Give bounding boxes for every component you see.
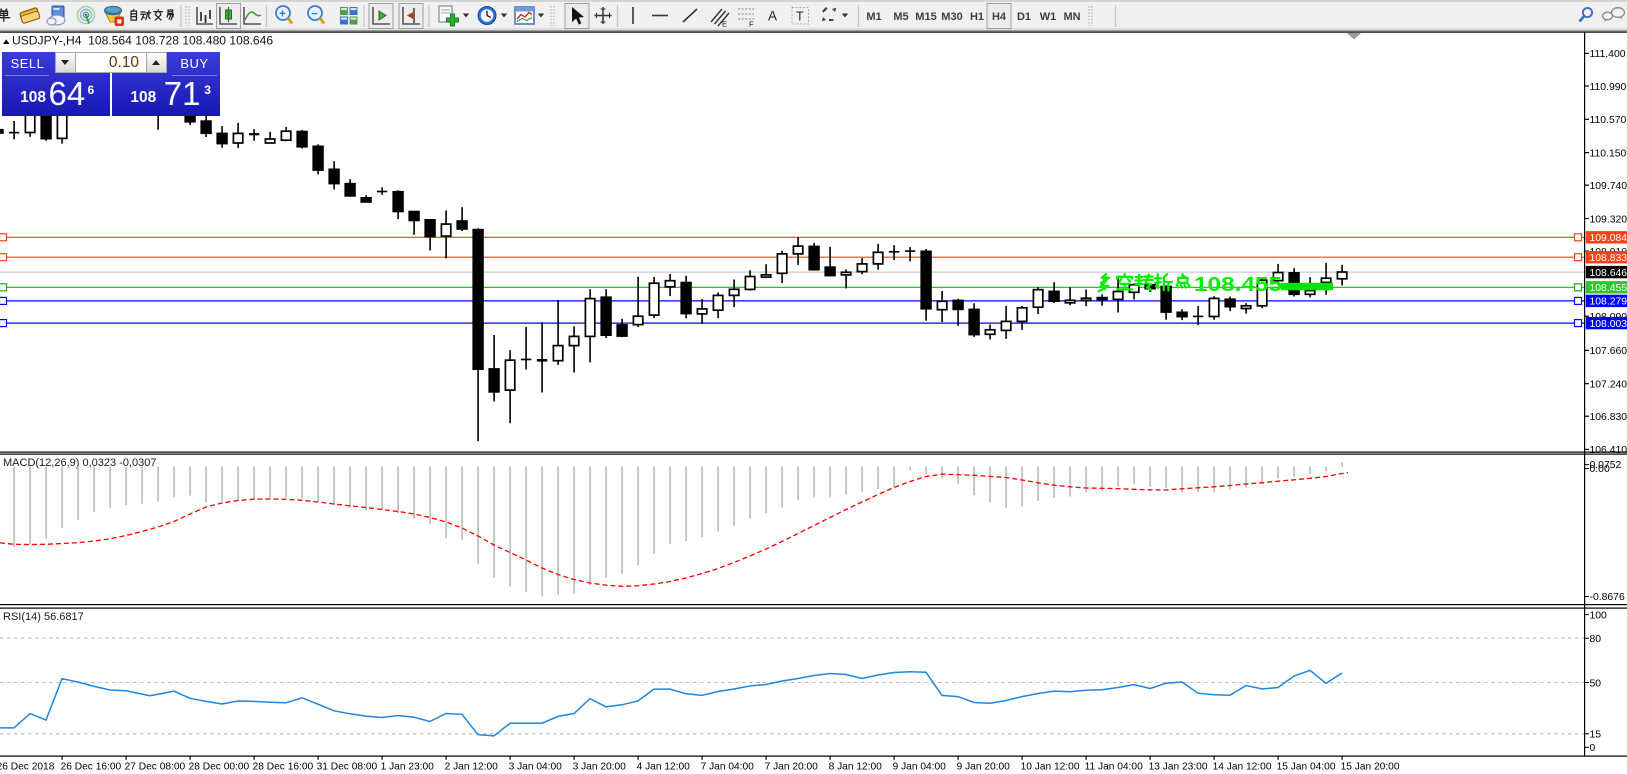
svg-text:80: 80 (1590, 634, 1602, 645)
svg-text:50: 50 (1590, 678, 1602, 689)
svg-text:28 Dec 00:00: 28 Dec 00:00 (189, 761, 250, 772)
svg-text:H1: H1 (970, 11, 984, 23)
svg-text:F: F (749, 20, 754, 29)
svg-text:8 Jan 12:00: 8 Jan 12:00 (829, 761, 883, 772)
svg-text:USDJPY-,H4 108.564 108.728 10: USDJPY-,H4 108.564 108.728 108.480 108.6… (12, 33, 273, 47)
svg-text:7 Jan 20:00: 7 Jan 20:00 (765, 761, 819, 772)
svg-text:M5: M5 (893, 11, 908, 23)
svg-text:1 Jan 23:00: 1 Jan 23:00 (381, 761, 435, 772)
svg-text:27 Dec 08:00: 27 Dec 08:00 (125, 761, 186, 772)
svg-text:RSI(14) 56.6817: RSI(14) 56.6817 (3, 611, 84, 623)
svg-text:W1: W1 (1040, 11, 1057, 23)
svg-text:0.00: 0.00 (1590, 464, 1610, 475)
svg-text:109.320: 109.320 (1590, 214, 1627, 225)
svg-text:13 Jan 23:00: 13 Jan 23:00 (1149, 761, 1208, 772)
svg-text:108.455: 108.455 (1194, 273, 1282, 296)
svg-text:11 Jan 04:00: 11 Jan 04:00 (1085, 761, 1143, 772)
svg-text:107.660: 107.660 (1590, 346, 1627, 357)
svg-text:M1: M1 (866, 11, 881, 23)
svg-text:110.990: 110.990 (1590, 82, 1627, 93)
svg-text:15 Jan 20:00: 15 Jan 20:00 (1341, 761, 1400, 772)
svg-text:+: + (279, 6, 286, 20)
svg-text:108.833: 108.833 (1590, 253, 1627, 264)
svg-text:26 Dec 2018: 26 Dec 2018 (0, 761, 55, 772)
svg-text:109.084: 109.084 (1590, 233, 1627, 244)
svg-text:111.400: 111.400 (1590, 49, 1626, 60)
svg-text:14 Jan 12:00: 14 Jan 12:00 (1213, 761, 1272, 772)
svg-text:M30: M30 (941, 11, 962, 23)
svg-text:MN: MN (1063, 11, 1080, 23)
svg-text:0.0752: 0.0752 (1590, 460, 1622, 471)
svg-text:T: T (796, 10, 804, 24)
svg-text:D1: D1 (1017, 11, 1031, 23)
svg-text:108.646: 108.646 (1590, 268, 1627, 279)
svg-text:108.279: 108.279 (1590, 297, 1627, 308)
svg-text:100: 100 (1590, 610, 1608, 621)
svg-text:26 Dec 16:00: 26 Dec 16:00 (61, 761, 122, 772)
svg-text:109.740: 109.740 (1590, 181, 1627, 192)
svg-text:110.570: 110.570 (1590, 115, 1627, 126)
svg-text:−: − (311, 6, 318, 20)
svg-text:M15: M15 (915, 11, 936, 23)
svg-text:31 Dec 08:00: 31 Dec 08:00 (317, 761, 378, 772)
svg-text:7 Jan 04:00: 7 Jan 04:00 (701, 761, 755, 772)
svg-text:3 Jan 20:00: 3 Jan 20:00 (573, 761, 627, 772)
svg-text:108.455: 108.455 (1590, 283, 1627, 294)
svg-text:107.240: 107.240 (1590, 380, 1627, 391)
svg-text:E: E (722, 20, 727, 29)
svg-text:15: 15 (1590, 730, 1602, 741)
svg-text:106.410: 106.410 (1590, 445, 1627, 456)
svg-text:9 Jan 20:00: 9 Jan 20:00 (957, 761, 1011, 772)
svg-text:106.830: 106.830 (1590, 412, 1627, 423)
svg-text:10 Jan 12:00: 10 Jan 12:00 (1021, 761, 1080, 772)
svg-text:108.003: 108.003 (1590, 319, 1627, 330)
svg-text:A: A (768, 9, 777, 24)
svg-text:4 Jan 12:00: 4 Jan 12:00 (637, 761, 691, 772)
svg-text:H4: H4 (992, 11, 1007, 23)
svg-text:2 Jan 12:00: 2 Jan 12:00 (445, 761, 499, 772)
svg-text:9 Jan 04:00: 9 Jan 04:00 (893, 761, 947, 772)
svg-text:MACD(12,26,9) 0,0323 -0,0307: MACD(12,26,9) 0,0323 -0,0307 (3, 457, 156, 469)
svg-text:0: 0 (1590, 743, 1596, 754)
svg-text:-0.8676: -0.8676 (1590, 592, 1625, 603)
svg-text:28 Dec 16:00: 28 Dec 16:00 (253, 761, 314, 772)
svg-text:15 Jan 04:00: 15 Jan 04:00 (1277, 761, 1336, 772)
svg-text:3 Jan 04:00: 3 Jan 04:00 (509, 761, 563, 772)
svg-text:110.150: 110.150 (1590, 148, 1627, 159)
